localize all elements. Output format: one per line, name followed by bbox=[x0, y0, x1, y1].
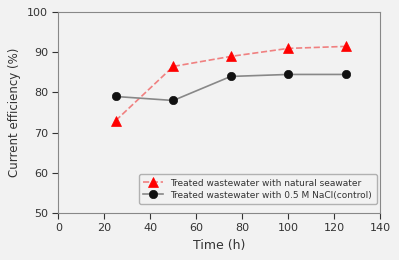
Treated wastewater with natural seawater bbox=[228, 55, 233, 58]
Treated wastewater with natural seawater bbox=[113, 119, 118, 122]
Treated wastewater with 0.5 M NaCl(control) bbox=[286, 73, 290, 76]
Y-axis label: Current efficiency (%): Current efficiency (%) bbox=[8, 48, 21, 177]
Treated wastewater with 0.5 M NaCl(control) bbox=[343, 73, 348, 76]
Treated wastewater with natural seawater bbox=[286, 47, 290, 50]
Treated wastewater with 0.5 M NaCl(control) bbox=[228, 75, 233, 78]
Treated wastewater with natural seawater bbox=[343, 45, 348, 48]
Treated wastewater with natural seawater bbox=[171, 65, 176, 68]
Line: Treated wastewater with natural seawater: Treated wastewater with natural seawater bbox=[111, 42, 350, 125]
Treated wastewater with 0.5 M NaCl(control) bbox=[171, 99, 176, 102]
Treated wastewater with 0.5 M NaCl(control) bbox=[113, 95, 118, 98]
X-axis label: Time (h): Time (h) bbox=[193, 239, 245, 252]
Legend: Treated wastewater with natural seawater, Treated wastewater with 0.5 M NaCl(con: Treated wastewater with natural seawater… bbox=[139, 174, 377, 204]
Line: Treated wastewater with 0.5 M NaCl(control): Treated wastewater with 0.5 M NaCl(contr… bbox=[112, 70, 350, 105]
